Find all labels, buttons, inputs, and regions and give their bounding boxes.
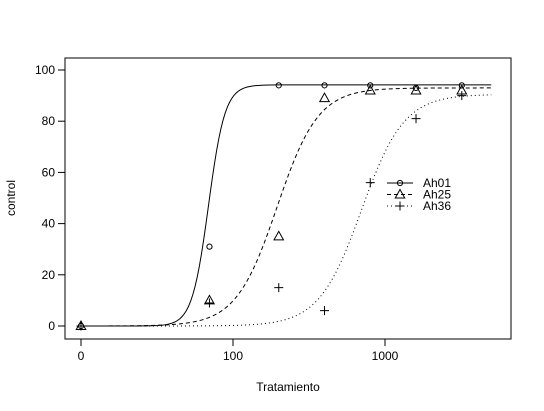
point-ah36 [320, 306, 330, 316]
point-ah01 [458, 82, 465, 89]
legend-marker [395, 201, 405, 211]
data-points [75, 82, 468, 331]
point-ah25 [410, 84, 422, 95]
fitted-curves [80, 84, 492, 327]
legend-label: Ah25 [423, 188, 451, 202]
point-ah25 [318, 92, 331, 103]
point-ah01 [321, 82, 328, 89]
point-ah25 [364, 84, 376, 95]
point-ah36 [76, 321, 86, 331]
x-tick-label: 100 [223, 349, 243, 363]
y-tick-label: 40 [42, 217, 56, 231]
legend-label: Ah36 [423, 199, 451, 213]
point-ah36 [274, 283, 284, 293]
point-ah01 [367, 82, 374, 89]
point-ah01 [275, 82, 282, 89]
axes: 0 100 1000 0 20 40 60 80 100 [35, 63, 399, 363]
y-tick-label: 60 [42, 165, 56, 179]
point-ah36 [204, 298, 214, 308]
x-tick-label: 1000 [372, 349, 399, 363]
y-tick-label: 20 [42, 268, 56, 282]
point-ah01 [206, 243, 213, 250]
x-axis-label: Tratamiento [256, 380, 320, 394]
legend-label: Ah01 [423, 176, 451, 190]
legend-marker [394, 188, 406, 199]
point-ah36 [411, 114, 421, 124]
point-ah36 [457, 91, 467, 101]
x-tick-label: 0 [78, 349, 85, 363]
legend-marker [396, 179, 404, 187]
point-ah25 [273, 230, 285, 241]
point-ah36 [365, 178, 375, 188]
y-tick-label: 0 [48, 319, 55, 333]
y-tick-label: 80 [42, 114, 56, 128]
y-tick-label: 100 [35, 63, 55, 77]
y-axis-label: control [4, 180, 18, 216]
curve-ah01 [81, 84, 492, 327]
